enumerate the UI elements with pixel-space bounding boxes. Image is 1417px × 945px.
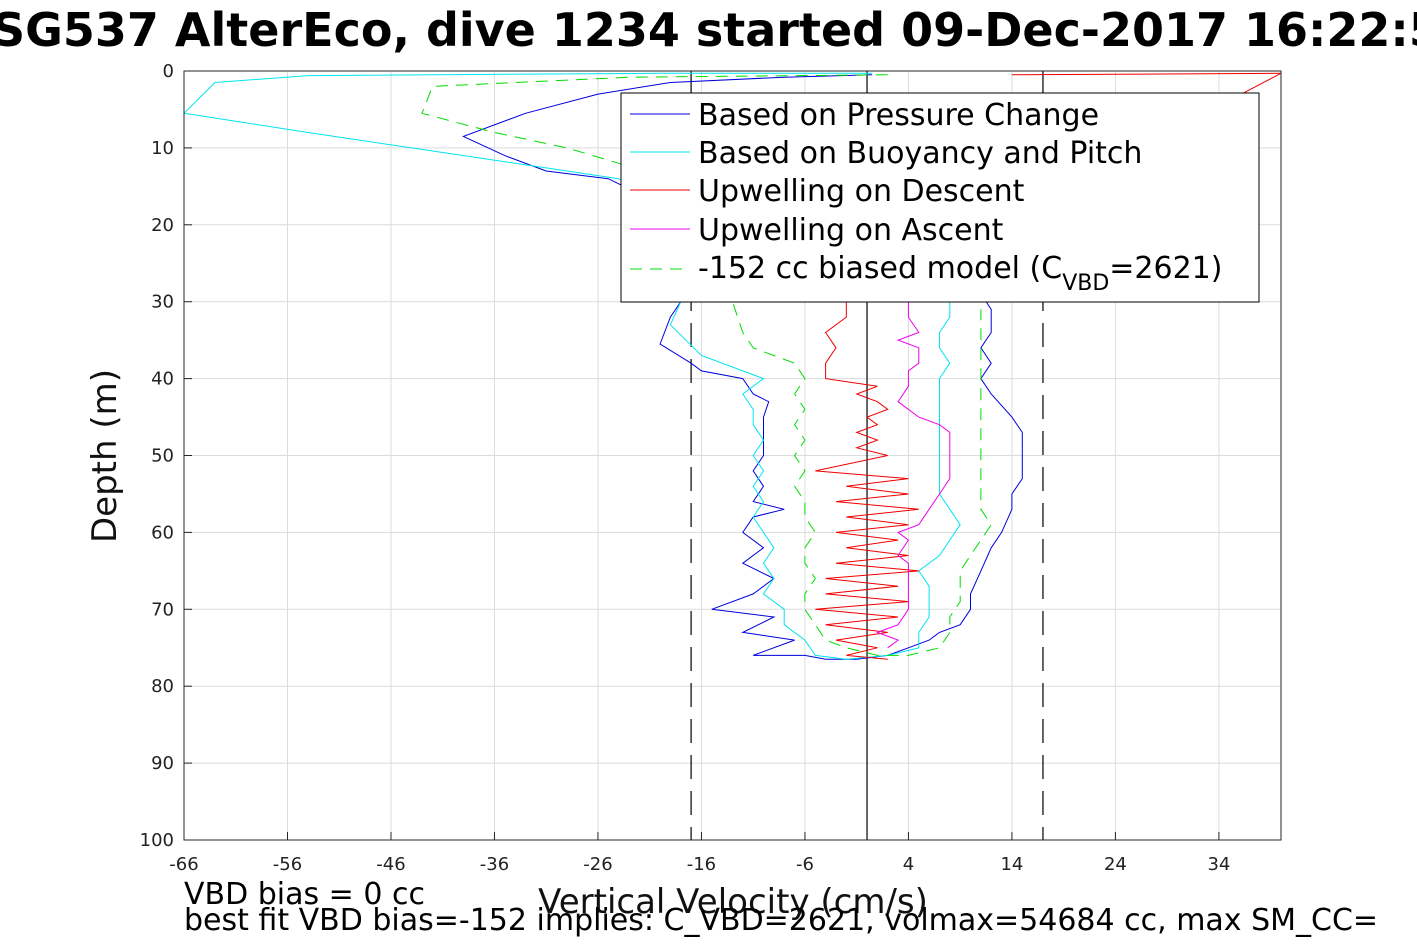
legend-label-pressure: Based on Pressure Change	[698, 98, 1099, 133]
y-tick-label: 70	[151, 599, 174, 620]
y-tick-label: 60	[151, 522, 174, 543]
x-tick-label: -26	[583, 854, 612, 875]
series-line-2	[815, 72, 1281, 660]
series-line-4	[421, 74, 992, 656]
y-tick-label: 10	[151, 138, 174, 159]
y-tick-label: 30	[151, 292, 174, 313]
y-tick-label: 0	[163, 61, 174, 82]
x-tick-label: -46	[376, 854, 405, 875]
y-tick-label: 90	[151, 753, 174, 774]
series-line-3	[875, 301, 951, 649]
legend-label-biased-model: -152 cc biased model (CVBD=2621)	[698, 251, 1222, 296]
y-tick-label: 40	[151, 369, 174, 390]
legend-label-biased-main: -152 cc biased model (C	[698, 251, 1062, 286]
legend-label-biased-sub: VBD	[1062, 271, 1109, 296]
x-tick-label: -56	[273, 854, 302, 875]
vbd-bias-note: VBD bias = 0 cc	[184, 877, 425, 912]
chart-title: SG537 AlterEco, dive 1234 started 09-Dec…	[0, 3, 1417, 57]
legend-label-buoyancy: Based on Buoyancy and Pitch	[698, 136, 1142, 171]
x-tick-label: 14	[1000, 854, 1023, 875]
y-axis-ticks: 0 10 20 30 40 50 60 70 80 90 100	[140, 61, 192, 851]
legend-label-ascent: Upwelling on Ascent	[698, 213, 1004, 248]
x-tick-label: 4	[903, 854, 914, 875]
x-tick-label: -66	[169, 854, 198, 875]
x-tick-label: 34	[1207, 854, 1230, 875]
y-axis-label: Depth (m)	[85, 369, 125, 543]
x-axis-label: Vertical Velocity (cm/s)	[538, 882, 928, 922]
legend-label-descent: Upwelling on Descent	[698, 174, 1025, 209]
legend-label-biased-end: =2621)	[1109, 251, 1222, 286]
x-tick-label: -16	[687, 854, 716, 875]
y-tick-label: 50	[151, 446, 174, 467]
legend-box	[620, 92, 1260, 303]
x-tick-label: 24	[1104, 854, 1127, 875]
legend: Based on Pressure Change Based on Buoyan…	[620, 92, 1260, 303]
best-fit-note: best fit VBD bias=-152 implies: C_VBD=26…	[184, 903, 1378, 938]
x-tick-label: -6	[796, 854, 814, 875]
y-tick-label: 80	[151, 676, 174, 697]
x-axis-ticks: -66 -56 -46 -36 -26 -16 -6 4 14 24 34	[169, 832, 1230, 875]
y-tick-label: 100	[140, 830, 174, 851]
x-tick-label: -36	[480, 854, 509, 875]
y-tick-label: 20	[151, 215, 174, 236]
